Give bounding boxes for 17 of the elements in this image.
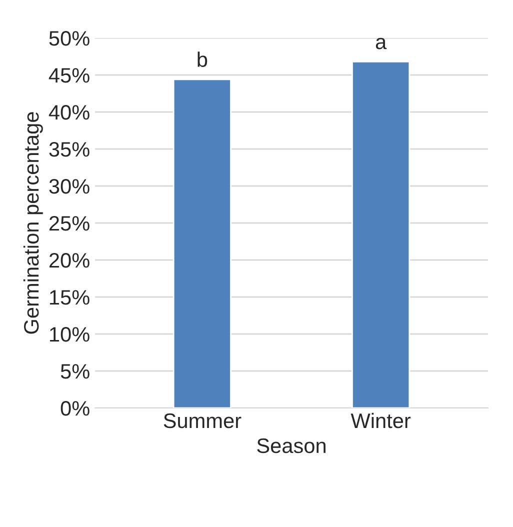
- y-tick-label: 5%: [60, 364, 90, 379]
- y-tick-label: 40%: [48, 105, 90, 120]
- y-tick-label: 25%: [49, 216, 90, 231]
- y-axis-title: Germination percentage: [23, 112, 43, 334]
- y-tick-label: 45%: [48, 68, 90, 83]
- annotation: b: [198, 52, 208, 67]
- y-tick-label: 0%: [60, 401, 90, 416]
- x-tick-label: Summer: [164, 413, 242, 428]
- y-tick-label: 50%: [49, 31, 90, 46]
- y-tick-label: 10%: [50, 327, 90, 342]
- y-tick-label: 30%: [49, 179, 90, 194]
- y-tick-label: 15%: [50, 290, 90, 305]
- x-tick-label: Winter: [350, 412, 411, 428]
- y-tick-label: 35%: [49, 142, 90, 157]
- annotation: a: [376, 38, 387, 50]
- y-tick-label: 20%: [49, 253, 90, 268]
- x-axis-title: Season: [257, 438, 326, 454]
